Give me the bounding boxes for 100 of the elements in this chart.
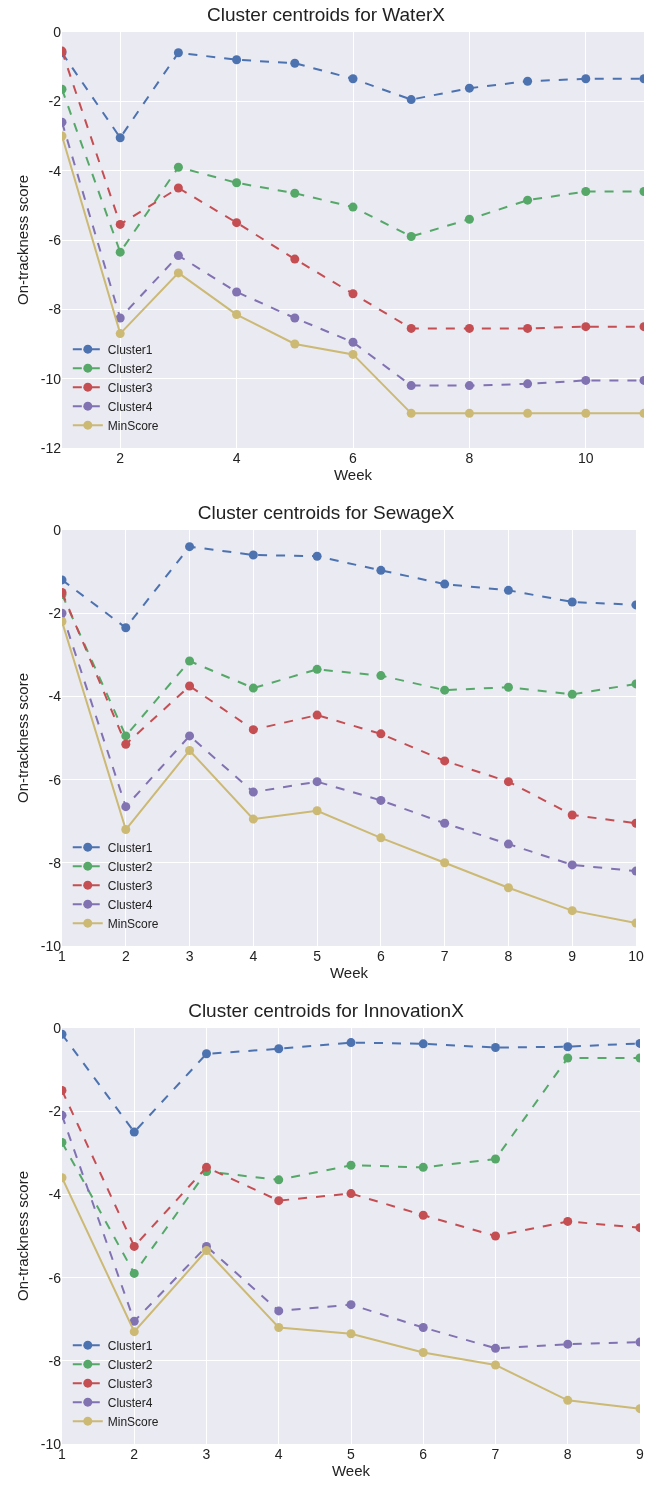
- point: [274, 1175, 284, 1185]
- point: [274, 1306, 284, 1316]
- y-tick-label: -8: [48, 1352, 62, 1369]
- legend-label: Cluster2: [107, 859, 153, 874]
- point: [464, 214, 474, 224]
- legend-label: Cluster3: [107, 1376, 153, 1391]
- point: [491, 1154, 500, 1164]
- point: [312, 710, 322, 720]
- point: [185, 681, 195, 691]
- y-tick-label: -6: [48, 1269, 62, 1286]
- point: [523, 195, 533, 205]
- point: [232, 287, 242, 297]
- y-tick-label: -4: [48, 162, 62, 179]
- point: [464, 381, 474, 391]
- point: [129, 1316, 139, 1326]
- point: [523, 379, 533, 389]
- y-tick-label: -4: [48, 1186, 62, 1203]
- point: [418, 1039, 428, 1049]
- point: [202, 1162, 211, 1172]
- point: [248, 550, 258, 560]
- point: [406, 381, 416, 391]
- x-tick-label: 10: [578, 450, 594, 466]
- point: [376, 833, 386, 843]
- x-tick-label: 6: [349, 450, 358, 466]
- point: [464, 408, 474, 418]
- legend-label: MinScore: [107, 1414, 159, 1429]
- point: [121, 731, 131, 741]
- y-tick-label: -2: [48, 93, 62, 110]
- y-tick-label: -2: [48, 605, 62, 622]
- point: [274, 1323, 284, 1333]
- x-tick-label: 7: [491, 1446, 500, 1462]
- x-tick-label: 2: [116, 450, 125, 466]
- legend-label: Cluster4: [107, 897, 153, 912]
- point: [491, 1231, 500, 1241]
- x-tick-label: 3: [202, 1446, 211, 1462]
- point: [232, 178, 242, 188]
- point: [346, 1160, 356, 1170]
- point: [348, 337, 358, 347]
- point: [418, 1210, 428, 1220]
- point: [346, 1329, 356, 1339]
- point: [232, 218, 242, 228]
- point: [346, 1038, 356, 1048]
- point: [406, 408, 416, 418]
- point: [115, 133, 125, 143]
- point: [376, 671, 386, 681]
- y-tick-label: 0: [53, 521, 62, 538]
- x-tick-label: 5: [313, 948, 322, 964]
- legend-label: Cluster3: [107, 380, 153, 395]
- point: [346, 1189, 356, 1199]
- point: [312, 806, 322, 816]
- point: [115, 219, 125, 229]
- point: [121, 739, 131, 749]
- point: [563, 1339, 573, 1349]
- point: [440, 756, 450, 766]
- point: [232, 310, 242, 320]
- y-tick-label: -8: [48, 854, 62, 871]
- x-tick-label: 4: [249, 948, 258, 964]
- x-tick-label: 6: [419, 1446, 428, 1462]
- x-tick-label: 2: [130, 1446, 139, 1462]
- point: [440, 685, 450, 695]
- y-axis-title: On-trackness score: [14, 672, 32, 804]
- point: [129, 1268, 139, 1278]
- x-tick-label: 7: [440, 948, 449, 964]
- point: [440, 579, 450, 589]
- point: [115, 247, 125, 257]
- x-tick-label: 3: [185, 948, 194, 964]
- point: [290, 58, 300, 68]
- y-axis-title: On-trackness score: [14, 1170, 32, 1302]
- point: [567, 810, 577, 820]
- point: [581, 322, 591, 332]
- point: [185, 731, 195, 741]
- point: [129, 1241, 139, 1251]
- point: [173, 183, 183, 193]
- legend-label: Cluster1: [107, 342, 153, 357]
- x-tick-label: 8: [465, 450, 474, 466]
- x-tick-label: 9: [568, 948, 577, 964]
- point: [185, 542, 195, 552]
- y-tick-label: -10: [40, 370, 62, 387]
- point: [121, 623, 131, 633]
- point: [129, 1327, 139, 1337]
- point: [563, 1395, 573, 1405]
- point: [581, 186, 591, 196]
- point: [406, 232, 416, 242]
- y-tick-label: 0: [53, 1019, 62, 1036]
- chart-title: Cluster centroids for WaterX: [207, 3, 446, 25]
- x-tick-label: 6: [376, 948, 385, 964]
- point: [348, 74, 358, 84]
- y-tick-label: -4: [48, 688, 62, 705]
- point: [567, 689, 577, 699]
- point: [581, 408, 591, 418]
- legend-label: Cluster1: [107, 1338, 153, 1353]
- point: [248, 725, 258, 735]
- point: [129, 1127, 139, 1137]
- point: [348, 349, 358, 359]
- point: [567, 906, 577, 916]
- point: [567, 860, 577, 870]
- point: [121, 802, 131, 812]
- point: [173, 48, 183, 58]
- point: [202, 1049, 211, 1059]
- y-tick-label: -6: [48, 231, 62, 248]
